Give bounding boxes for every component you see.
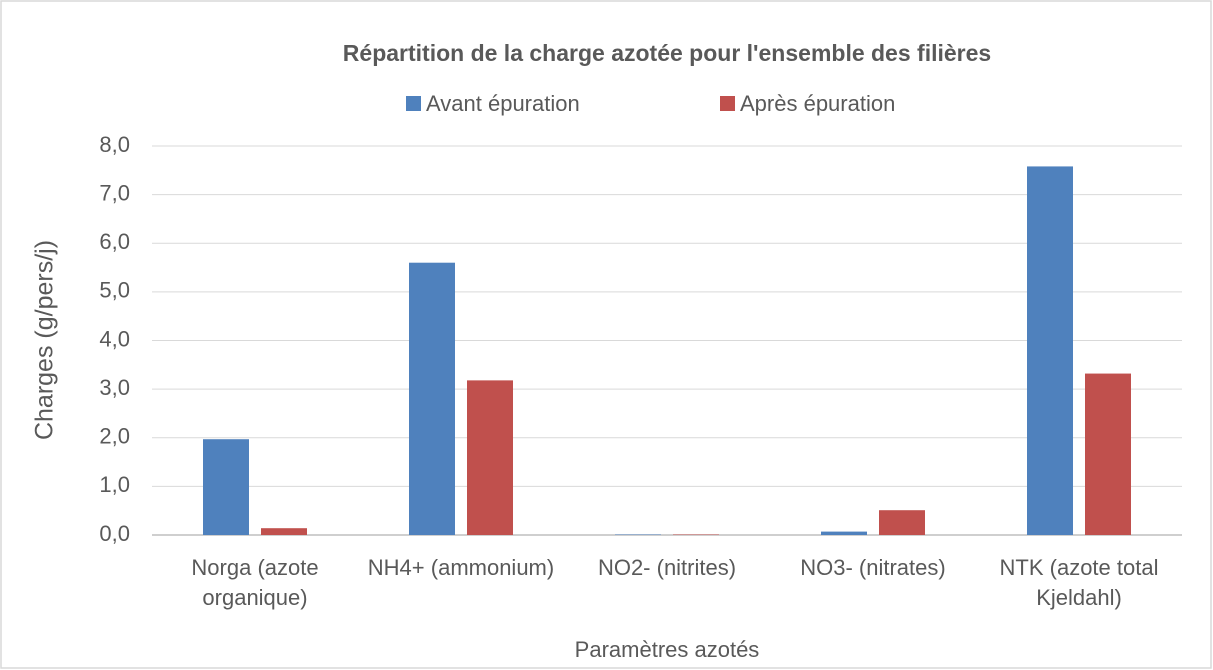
y-tick-label: 6,0 xyxy=(99,229,130,254)
bar xyxy=(879,510,925,535)
legend-swatch xyxy=(720,96,735,111)
y-tick-label: 5,0 xyxy=(99,278,130,303)
y-tick-label: 4,0 xyxy=(99,326,130,351)
y-tick-label: 8,0 xyxy=(99,132,130,157)
bar xyxy=(1027,166,1073,536)
x-tick-label: NH4+ (ammonium) xyxy=(367,555,555,580)
x-tick-label: NTK (azote total Kjeldahl) xyxy=(999,555,1159,610)
x-tick-label: NO3- (nitrates) xyxy=(800,555,946,580)
bar xyxy=(821,531,867,535)
bar xyxy=(467,380,513,535)
bar xyxy=(261,528,307,535)
bar xyxy=(409,262,455,535)
bar xyxy=(203,439,249,535)
y-tick-label: 2,0 xyxy=(99,424,130,449)
y-tick-label: 7,0 xyxy=(99,180,130,205)
y-tick-label: 1,0 xyxy=(99,472,130,497)
y-tick-label: 3,0 xyxy=(99,375,130,400)
bar xyxy=(1085,373,1131,535)
y-tick-label: 0,0 xyxy=(99,521,130,546)
legend-label: Après épuration xyxy=(740,91,895,116)
legend-label: Avant épuration xyxy=(426,91,580,116)
x-axis-title: Paramètres azotés xyxy=(575,637,760,662)
y-axis-title: Charges (g/pers/j) xyxy=(31,240,59,440)
x-tick-label: NO2- (nitrites) xyxy=(597,555,737,580)
legend-swatch xyxy=(406,96,421,111)
x-tick-label: Norga (azote organique) xyxy=(191,555,319,610)
chart-title: Répartition de la charge azotée pour l'e… xyxy=(343,40,991,66)
